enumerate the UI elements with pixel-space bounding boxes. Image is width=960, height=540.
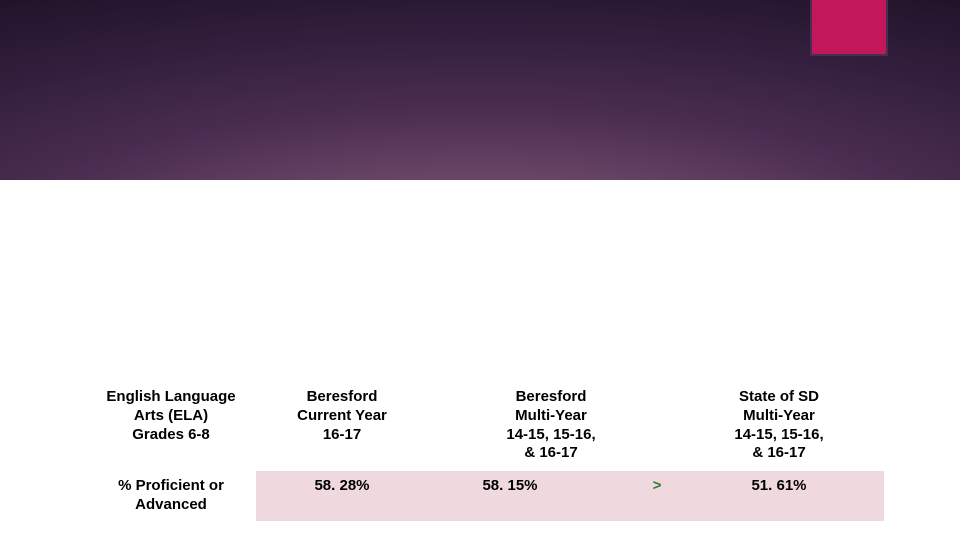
- col-header-current: Beresford Current Year 16-17: [256, 382, 428, 470]
- results-table: English Language Arts (ELA) Grades 6-8 B…: [86, 382, 884, 521]
- cell-beresford-current: 58. 28%: [256, 470, 428, 521]
- cell-gap: [592, 470, 640, 521]
- row-label: % Proficient or Advanced: [86, 470, 256, 521]
- col-header-multi: Beresford Multi-Year 14-15, 15-16, & 16-…: [428, 382, 674, 470]
- col-header-state: State of SD Multi-Year 14-15, 15-16, & 1…: [674, 382, 884, 470]
- cell-comparator: >: [640, 470, 674, 521]
- content-area: English Language Arts (ELA) Grades 6-8 B…: [0, 180, 960, 540]
- accent-block: [810, 0, 888, 56]
- data-row: % Proficient or Advanced 58. 28% 58. 15%…: [86, 470, 884, 521]
- header-row: English Language Arts (ELA) Grades 6-8 B…: [86, 382, 884, 470]
- cell-beresford-multi: 58. 15%: [428, 470, 592, 521]
- cell-state-multi: 51. 61%: [674, 470, 884, 521]
- col-header-subject: English Language Arts (ELA) Grades 6-8: [86, 382, 256, 470]
- slide: English Language Arts (ELA) Grades 6-8 B…: [0, 0, 960, 540]
